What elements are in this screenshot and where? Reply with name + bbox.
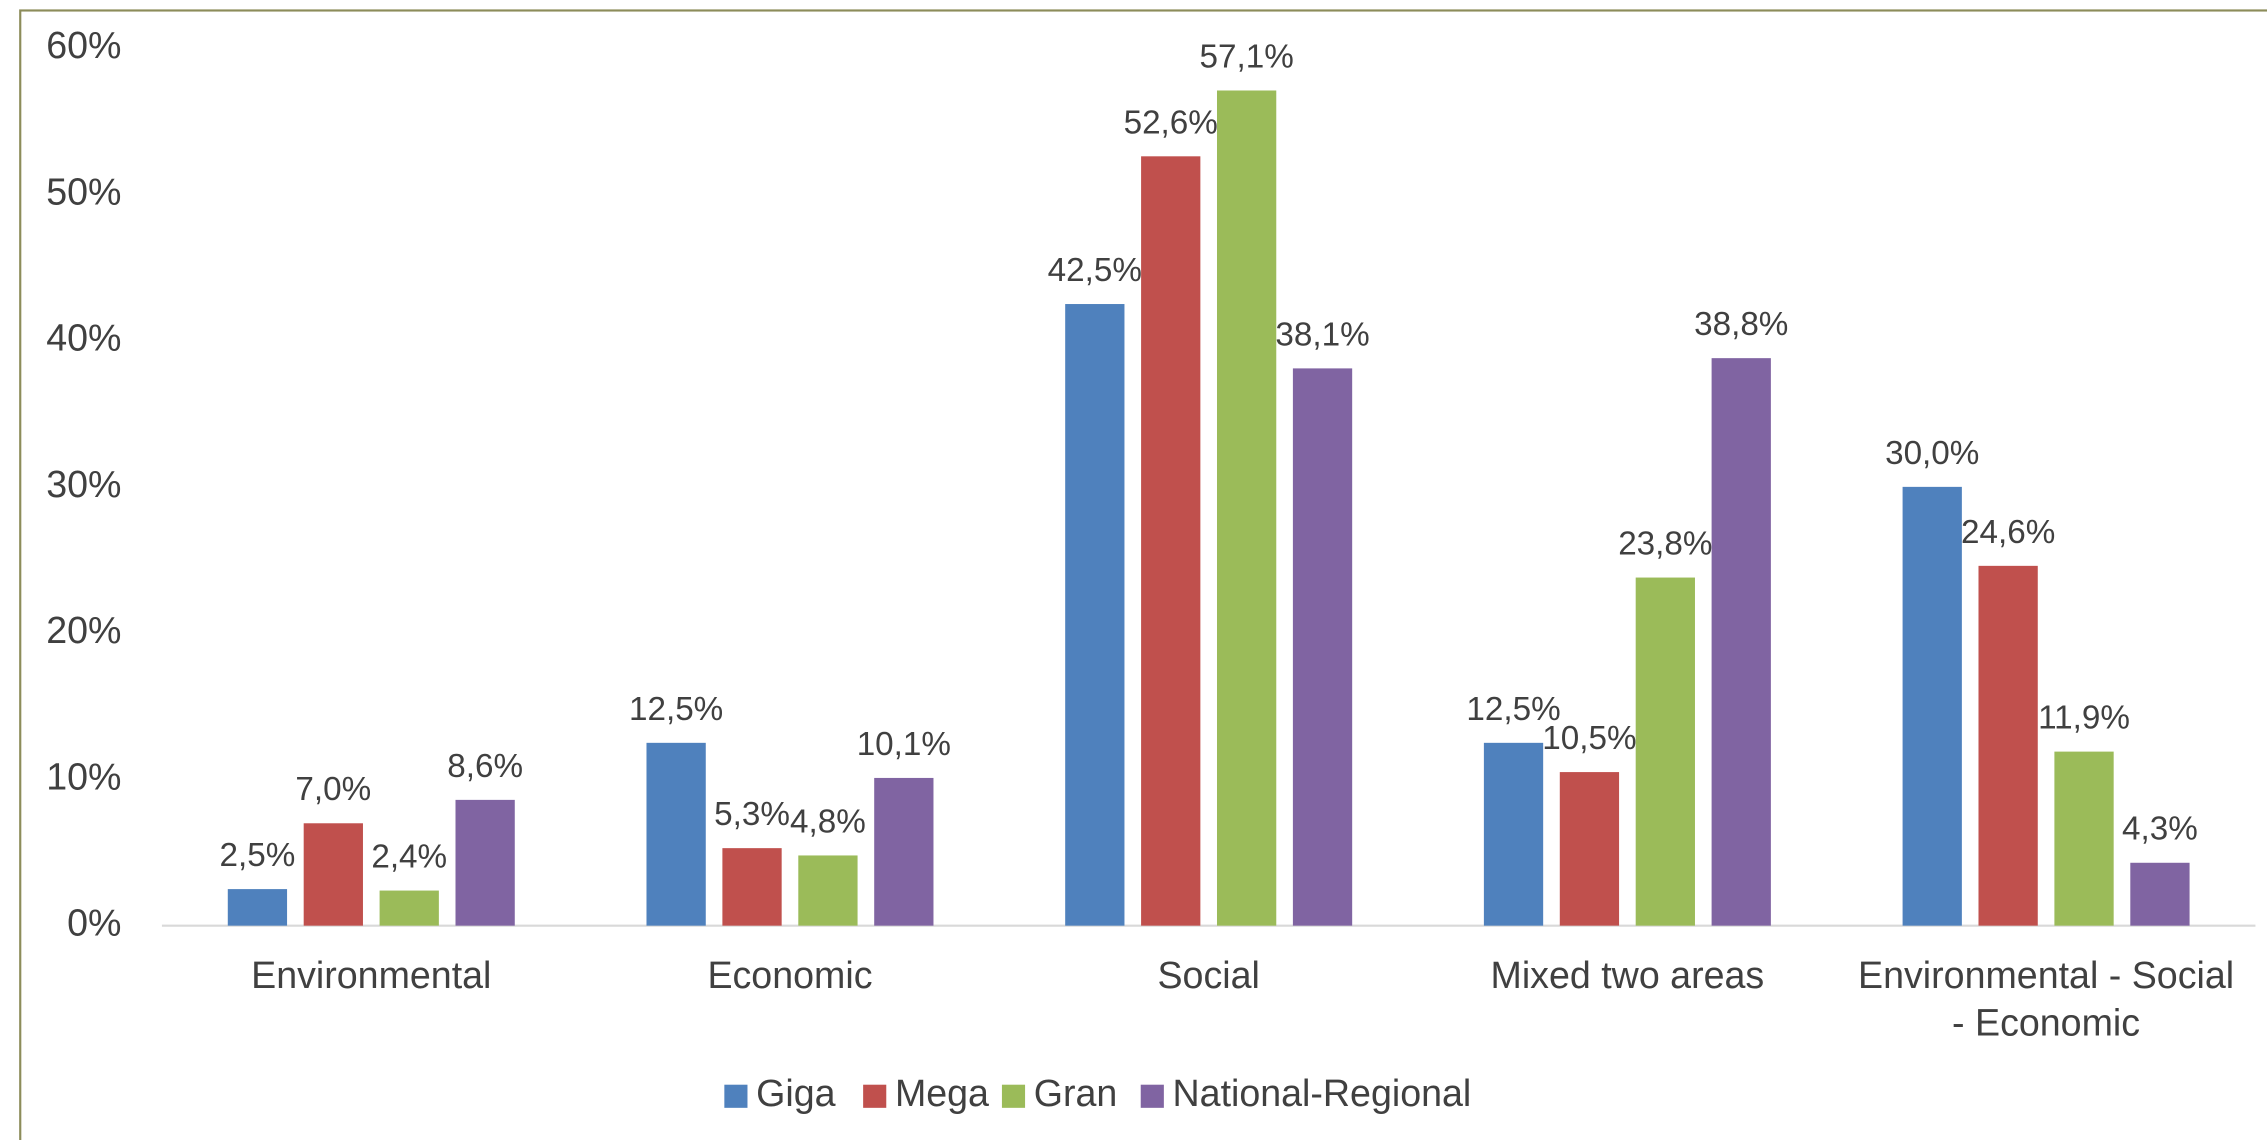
bar: [1483, 742, 1544, 926]
x-tick-label: Mixed two areas: [1490, 953, 1765, 997]
data-label: 5,3%: [714, 796, 790, 833]
data-label: 2,4%: [371, 839, 447, 876]
x-tick-label-box: Economic: [707, 953, 873, 997]
bar: [798, 855, 858, 926]
bar: [227, 889, 288, 926]
bar: [1065, 304, 1125, 926]
data-label: 7,0%: [295, 771, 371, 808]
bar: [1292, 368, 1353, 926]
bar: [1902, 486, 1962, 926]
legend-label: Gran: [1034, 1072, 1118, 1114]
bar: [2054, 751, 2114, 926]
data-label: 38,8%: [1694, 306, 1788, 343]
bar: [722, 848, 782, 926]
bar: [874, 777, 934, 926]
x-tick-label: Economic: [707, 953, 873, 997]
bar: [1711, 358, 1771, 926]
bar: [1978, 565, 2038, 926]
legend-swatch: [1140, 1084, 1164, 1108]
frame: [19, 9, 2267, 1145]
data-label: 23,8%: [1618, 526, 1712, 563]
data-label: 10,5%: [1542, 720, 1636, 757]
y-tick-label: 10%: [46, 755, 121, 797]
bar: [1635, 577, 1695, 926]
y-tick-label: 0%: [67, 902, 121, 944]
x-tick-label-box: Mixed two areas: [1490, 953, 1765, 997]
data-label: 12,5%: [1466, 691, 1560, 728]
data-label: 42,5%: [1048, 252, 1142, 289]
data-label: 57,1%: [1199, 38, 1293, 75]
bar: [1559, 772, 1620, 926]
bar: [646, 742, 706, 926]
data-label: 8,6%: [447, 748, 523, 785]
legend-swatch: [724, 1084, 748, 1108]
bar: [1141, 156, 1201, 926]
legend-label: National-Regional: [1173, 1072, 1472, 1114]
data-label: 24,6%: [1961, 514, 2055, 551]
x-tick-label-box: Environmental - Social - Economic: [1858, 953, 2235, 1045]
legend-swatch: [1001, 1084, 1026, 1108]
bar: [2130, 862, 2190, 926]
legend-label: Mega: [895, 1072, 989, 1114]
data-label: 52,6%: [1124, 104, 1218, 141]
x-tick-label-box: Social: [1157, 953, 1260, 997]
y-tick-label: 60%: [46, 24, 121, 66]
y-tick-label: 40%: [46, 317, 121, 359]
y-tick-label: 50%: [46, 170, 121, 212]
data-label: 12,5%: [629, 691, 723, 728]
data-label: 2,5%: [220, 837, 296, 874]
x-tick-label: Social: [1157, 953, 1260, 997]
data-label: 30,0%: [1885, 435, 1979, 472]
bar: [455, 799, 515, 926]
bar: [1216, 90, 1277, 926]
legend-swatch: [863, 1084, 887, 1108]
bar: [379, 890, 439, 926]
y-tick-label: 20%: [46, 609, 121, 651]
data-label: 10,1%: [857, 726, 951, 763]
x-tick-label: Environmental: [251, 953, 492, 997]
data-label: 4,3%: [2122, 811, 2198, 848]
bar: [303, 823, 363, 926]
x-tick-label-box: Environmental: [251, 953, 492, 997]
data-label: 11,9%: [2038, 700, 2130, 737]
y-tick-label: 30%: [46, 463, 121, 505]
legend-label: Giga: [756, 1072, 835, 1114]
x-tick-label: Environmental - Social - Economic: [1858, 953, 2235, 1045]
data-label: 4,8%: [790, 803, 866, 840]
data-label: 38,1%: [1275, 316, 1369, 353]
